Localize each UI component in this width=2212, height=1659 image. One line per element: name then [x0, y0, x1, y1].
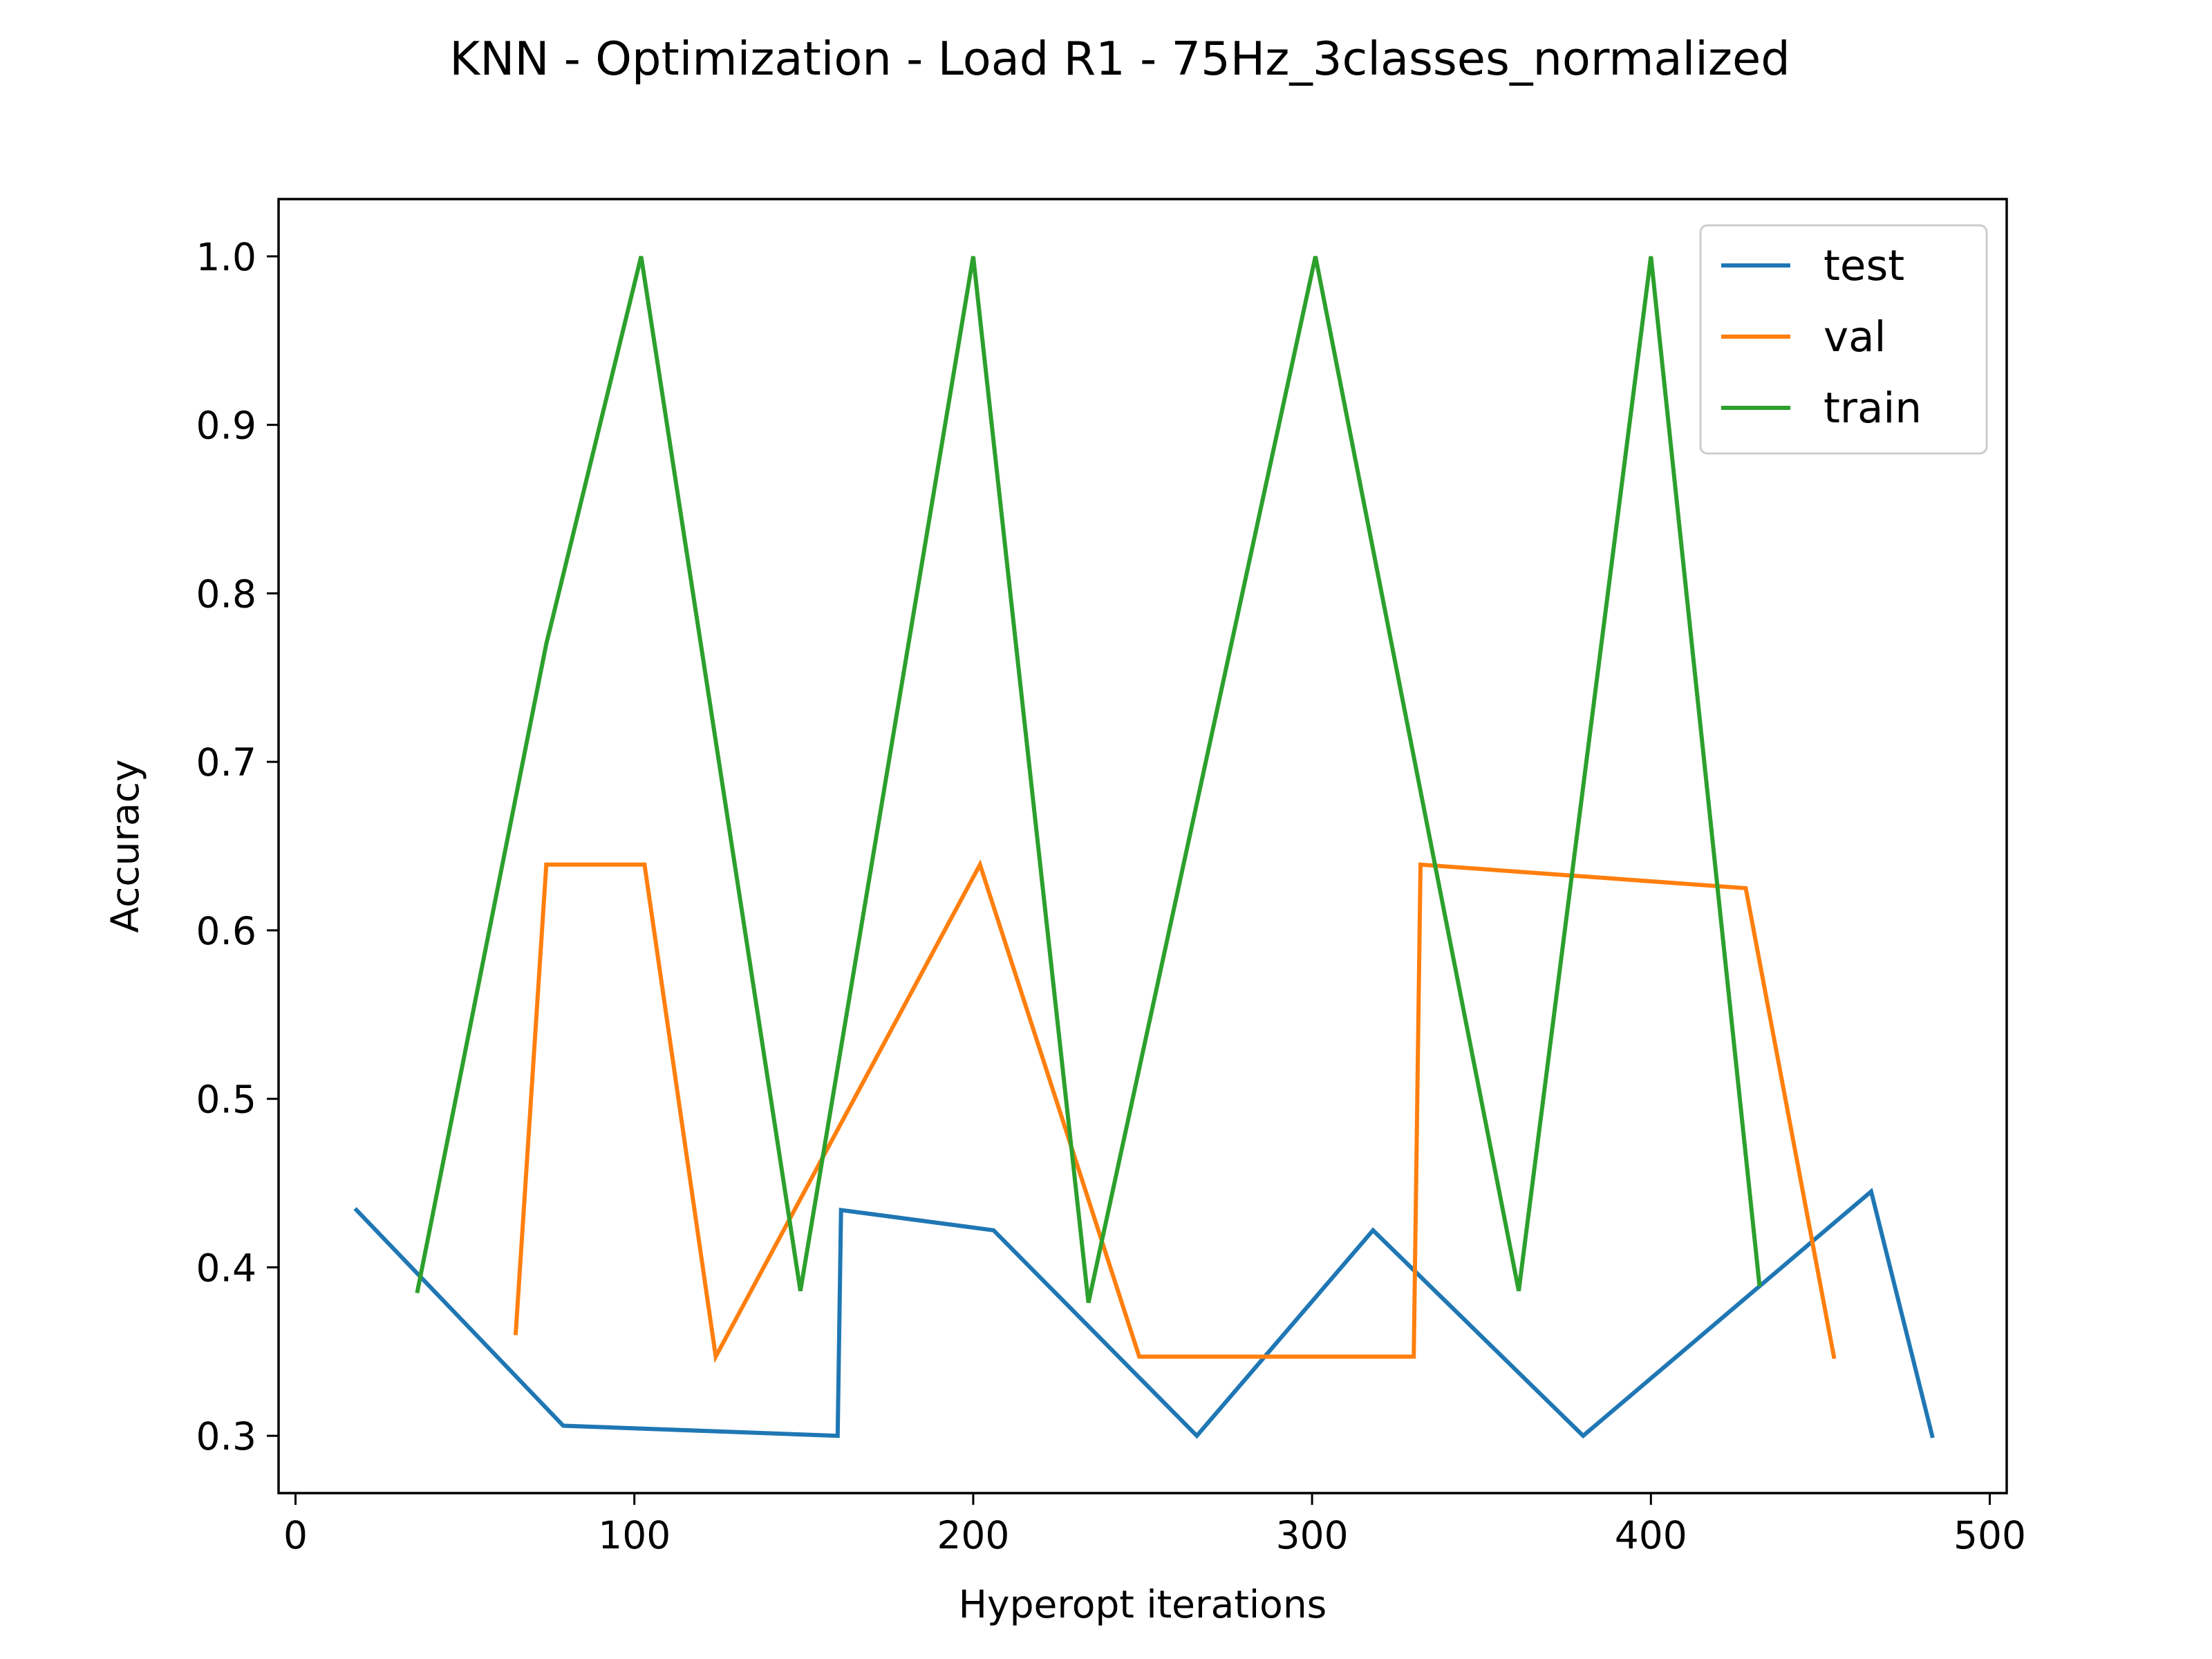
x-tick-label: 200 [937, 1513, 1009, 1557]
plot-frame [277, 198, 2008, 1494]
legend-label-test: test [1824, 241, 1904, 290]
legend-label-train: train [1824, 384, 1922, 433]
x-tick-label: 300 [1276, 1513, 1349, 1557]
legend-frame [1699, 224, 1988, 455]
x-axis: 0 100 200 300 400 500 [283, 1493, 2026, 1557]
y-tick-label: 0.8 [196, 572, 256, 616]
series-line-val [513, 859, 1837, 1364]
legend: test val train [1699, 224, 1988, 455]
y-axis: 0.3 0.4 0.5 0.6 0.7 0.8 0.9 1.0 [196, 235, 279, 1459]
y-tick-label: 0.5 [196, 1078, 256, 1122]
x-tick-label: 100 [598, 1513, 671, 1557]
series-line-test [353, 1188, 1935, 1439]
chart-title: KNN - Optimization - Load R1 - 75Hz_3cla… [449, 32, 1790, 86]
x-tick-label: 400 [1615, 1513, 1687, 1557]
y-tick-label: 0.6 [196, 909, 256, 953]
x-axis-label: Hyperopt iterations [959, 1582, 1327, 1627]
x-tick-label: 0 [283, 1513, 308, 1557]
plot-area [353, 256, 1935, 1439]
y-tick-label: 0.9 [196, 404, 256, 448]
y-axis-label: Accuracy [103, 759, 147, 932]
series-line-train [415, 256, 1762, 1304]
y-tick-label: 1.0 [196, 235, 256, 279]
y-tick-label: 0.4 [196, 1246, 256, 1290]
y-tick-label: 0.3 [196, 1414, 256, 1459]
y-tick-label: 0.7 [196, 740, 256, 785]
x-tick-label: 500 [1953, 1513, 2026, 1557]
legend-label-val: val [1824, 312, 1886, 362]
